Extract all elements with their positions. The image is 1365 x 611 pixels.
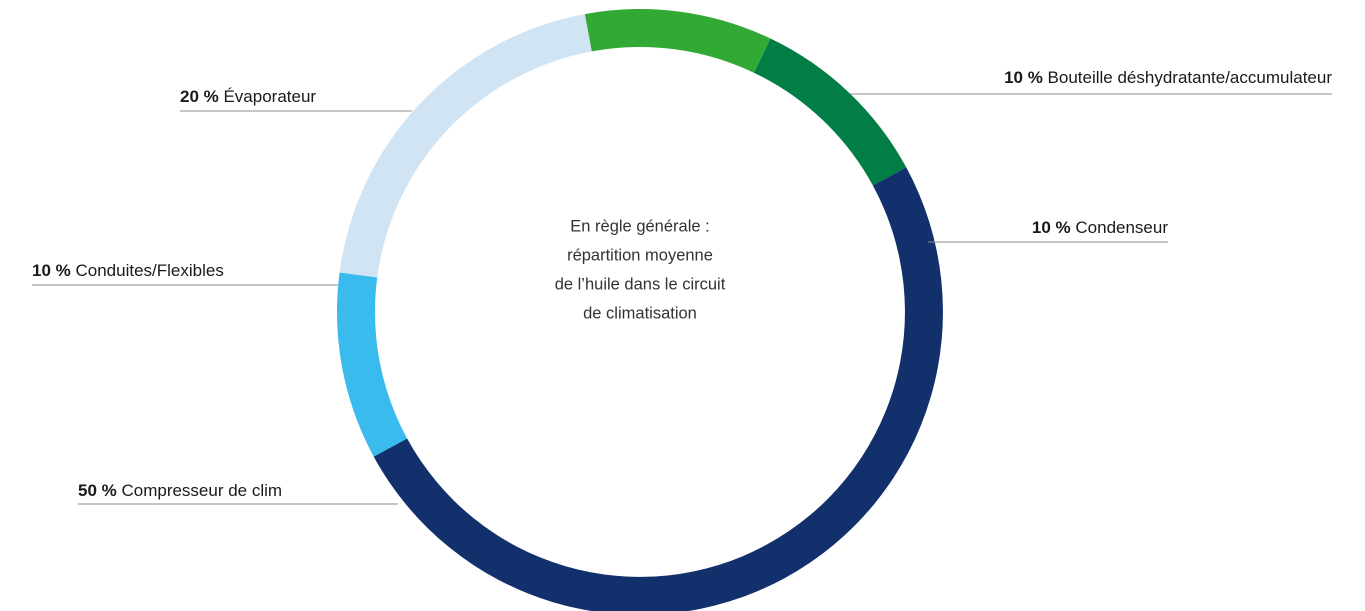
center-caption-line: répartition moyenne [567,247,713,265]
slice-label-conduites-flexibles: 10 % Conduites/Flexibles [32,261,224,280]
slice-percent: 10 % [1004,68,1043,87]
slice-compresseur-de-clim [373,167,943,611]
slice-percent: 20 % [180,87,219,106]
center-caption-line: En règle générale : [570,218,709,236]
slice-label-condenseur: 10 % Condenseur [1032,218,1168,237]
donut-slices [336,9,943,611]
slice-label-evaporateur: 20 % Évaporateur [180,87,316,106]
center-caption: En règle générale : répartition moyenne de… [555,218,726,323]
slice-evaporateur [339,14,592,278]
slice-labels: 10 % Bouteille déshydratante/accumulateu… [32,68,1332,500]
slice-bouteille-deshydratante-accumulateur [584,9,771,73]
center-caption-line: de l’huile dans le circuit [555,276,726,294]
slice-name: Condenseur [1071,218,1169,237]
center-caption-line: de climatisation [583,305,697,323]
slice-label-compresseur-de-clim: 50 % Compresseur de clim [78,481,282,500]
slice-label-bouteille-deshydratante-accumulateur: 10 % Bouteille déshydratante/accumulateu… [1004,68,1332,87]
slice-percent: 10 % [32,261,71,280]
slice-name: Évaporateur [219,87,317,106]
slice-name: Bouteille déshydratante/accumulateur [1043,68,1333,87]
slice-name: Conduites/Flexibles [71,261,224,280]
slice-name: Compresseur de clim [117,481,282,500]
leader-lines [32,93,1332,505]
slice-percent: 10 % [1032,218,1071,237]
slice-conduites-flexibles [336,272,408,457]
slice-percent: 50 % [78,481,117,500]
slice-condenseur [754,38,907,186]
